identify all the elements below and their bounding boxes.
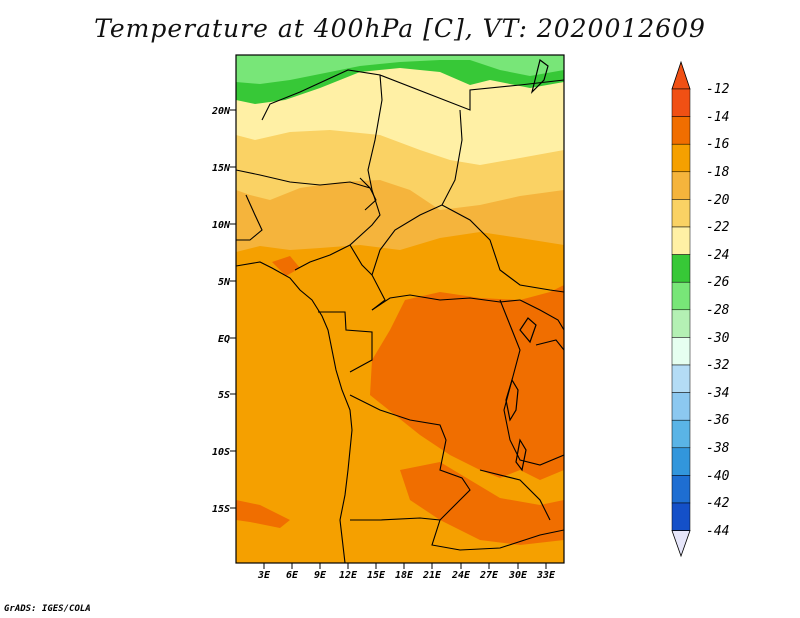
colorbar-bottom-arrow [671,530,691,558]
colorbar-swatch [671,254,691,283]
credit-label: GrADS: IGES/COLA [4,604,91,614]
field-band-26 [236,55,564,84]
colorbar-swatch [671,447,691,476]
colorbar-label: -24 [706,248,729,263]
lon-label: 9E [314,570,327,581]
lon-label: 27E [479,570,499,581]
lon-label: 24E [451,570,471,581]
colorbar-swatch [671,392,691,421]
colorbar-label: -22 [706,220,730,235]
lat-label: 10N [212,220,231,231]
colorbar-swatch [671,337,691,366]
lon-label: 18E [395,570,414,581]
colorbar-swatch [671,364,691,393]
lon-label: 30E [508,570,528,581]
lon-axis: 3E 6E 9E 12E 15E 18E 21E 24E 27E 30E 33E [257,563,556,581]
colorbar-label: -18 [706,165,730,180]
colorbar-label: -28 [706,303,730,318]
colorbar-label: -36 [706,413,730,428]
colorbar-label: -26 [706,275,730,290]
colorbar-swatch [671,226,691,255]
lat-label: 10S [212,447,230,458]
lat-axis: 20N 15N 10N 5N EQ 5S 10S 15S [211,106,236,515]
lon-label: 3E [257,570,271,581]
lon-label: 21E [422,570,442,581]
colorbar-label: -40 [706,469,730,484]
colorbar-label: -34 [706,386,729,401]
colorbar: -12 -14 -16 -18 -20 -22 -24 -26 -28 -30 … [671,60,730,558]
lon-label: 12E [339,570,358,581]
colorbar-swatch [671,419,691,449]
colorbar-label: -16 [706,137,730,152]
lon-label: 6E [286,570,299,581]
lakes [505,58,549,472]
lat-label: 15N [212,163,231,174]
colorbar-label: -20 [706,193,730,208]
colorbar-label: -42 [706,496,730,511]
colorbar-label: -14 [706,110,729,125]
colorbar-swatch [671,475,691,504]
colorbar-swatch [671,116,691,145]
field-warm-south [400,462,564,545]
colorbar-swatch [671,281,691,311]
map-frame [235,54,565,564]
lon-label: 15E [367,570,386,581]
lat-label: 15S [212,504,230,515]
colorbar-label: -12 [706,82,730,97]
colorbar-label: -32 [706,358,730,373]
lat-label: 20N [211,106,231,117]
colorbar-top-arrow [671,60,691,90]
field-warm-southwest [236,500,290,528]
colorbar-swatch [671,309,691,338]
lat-label: EQ [218,334,230,345]
lat-label: 5S [218,390,230,401]
lat-label: 5N [218,277,231,288]
colorbar-swatch [671,171,691,200]
colorbar-swatch [671,199,691,228]
field-warm-core [370,285,564,480]
colorbar-swatch [671,143,691,173]
chart-title: Temperature at 400hPa [C], VT: 202001260… [94,14,706,43]
field-warm-cameroon [272,256,300,276]
colorbar-swatch [671,88,691,117]
colorbar-label: -44 [706,524,729,539]
colorbar-label: -38 [706,441,730,456]
colorbar-label: -30 [706,331,730,346]
temperature-field [236,55,564,563]
lon-label: 33E [536,570,556,581]
colorbar-swatch [671,502,691,531]
